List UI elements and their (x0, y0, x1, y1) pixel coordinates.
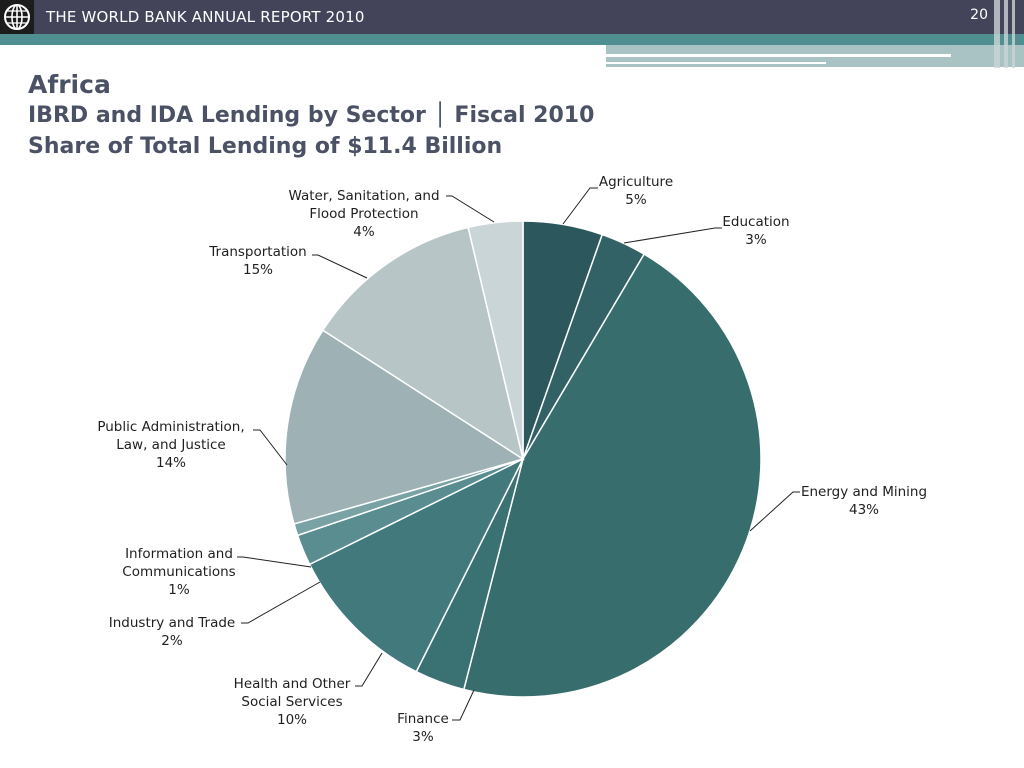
leader-line (446, 195, 495, 223)
slice-category-label: Finance (397, 711, 449, 727)
vertical-stripe (1004, 0, 1008, 68)
slice-percent-label: 2% (161, 633, 183, 649)
pie-slice-public-administration-law-and-justice (284, 329, 525, 525)
slice-category-label: Health and Other (234, 676, 351, 692)
pie-slice-health-and-other-social-services (308, 457, 525, 673)
slice-category-label: Energy and Mining (801, 484, 927, 500)
slice-category-label: Social Services (241, 694, 342, 710)
slice-percent-label: 3% (412, 729, 434, 745)
accent-stripe-thin (606, 62, 826, 64)
slice-category-label: Water, Sanitation, and (288, 188, 439, 204)
leader-line (253, 429, 288, 466)
region-title: Africa (28, 70, 111, 99)
slice-percent-label: 14% (156, 455, 186, 471)
slice-category-label: Agriculture (599, 174, 673, 190)
pie-slice-water-sanitation-and-flood-protection (467, 220, 524, 460)
slice-percent-label: 3% (745, 232, 767, 248)
slice-category-label: Education (722, 214, 789, 230)
slice-category-label: Industry and Trade (109, 615, 235, 631)
leader-line (749, 491, 800, 532)
leader-line (241, 581, 321, 624)
slice-percent-label: 10% (277, 712, 307, 728)
leader-line (355, 652, 383, 687)
vertical-stripe (994, 0, 1000, 68)
chart-subtitle-total: Share of Total Lending of $11.4 Billion (28, 134, 503, 159)
slice-percent-label: 4% (353, 224, 375, 240)
pie-slice-energy-and-mining (462, 253, 762, 698)
leader-line (312, 254, 368, 279)
slice-category-label: Law, and Justice (116, 437, 225, 453)
world-bank-logo (0, 0, 34, 34)
title-block: Africa IBRD and IDA Lending by Sector │ … (28, 70, 594, 162)
accent-stripe (0, 34, 1024, 45)
report-title: THE WORLD BANK ANNUAL REPORT 2010 (46, 8, 365, 26)
slice-category-label: Flood Protection (309, 206, 418, 222)
leader-line (237, 556, 312, 568)
header-bar: THE WORLD BANK ANNUAL REPORT 2010 20 (0, 0, 1024, 34)
slice-percent-label: 1% (168, 582, 190, 598)
chart-subtitle: IBRD and IDA Lending by Sector │ Fiscal … (28, 103, 595, 128)
vertical-stripe (1012, 0, 1015, 68)
leader-line (562, 187, 598, 225)
slice-category-label: Information and (125, 546, 233, 562)
slice-category-label: Public Administration, (97, 419, 244, 435)
world-bank-globe-icon (4, 4, 30, 30)
leader-line (623, 227, 722, 244)
slice-percent-label: 5% (625, 192, 647, 208)
slice-category-label: Communications (122, 564, 235, 580)
page-number: 20 (970, 7, 988, 23)
pie-slice-transportation (321, 226, 525, 461)
slice-percent-label: 43% (849, 502, 879, 518)
slice-percent-label: 15% (243, 262, 273, 278)
accent-stripe-thin (606, 54, 951, 57)
slice-category-label: Transportation (208, 244, 306, 260)
leader-line (452, 689, 475, 721)
